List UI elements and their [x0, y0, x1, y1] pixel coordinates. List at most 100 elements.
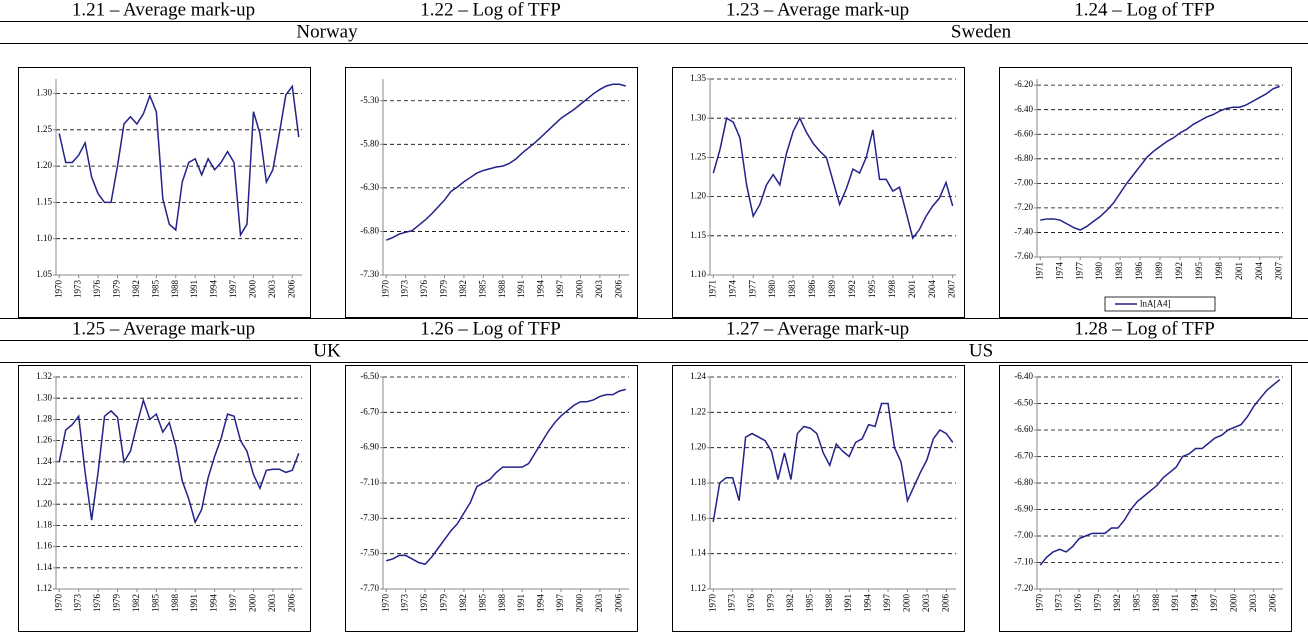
x-tick-label: 1985	[150, 594, 160, 613]
x-tick-label: 2003	[594, 594, 604, 613]
y-tick-label: -7.00	[1014, 530, 1033, 540]
y-tick-label: -7.50	[360, 548, 379, 558]
y-tick-label: -7.10	[1014, 557, 1033, 567]
x-tick-label: 1989	[827, 280, 837, 299]
x-tick-label: 1994	[863, 594, 873, 613]
x-tick-label: 1991	[516, 280, 526, 298]
y-tick-label: -6.70	[1014, 451, 1033, 461]
y-tick-label: 1.30	[36, 392, 52, 402]
y-tick-label: -6.60	[1014, 424, 1033, 434]
x-tick-label: 1988	[824, 594, 834, 613]
line-series	[712, 116, 954, 240]
x-tick-label: 1983	[787, 280, 797, 299]
y-tick-label: 1.16	[36, 541, 52, 551]
x-tick-label: 1973	[73, 280, 83, 299]
y-tick-label: 1.20	[690, 191, 706, 201]
x-tick-label: 1973	[73, 594, 83, 613]
y-tick-label: 1.26	[36, 435, 52, 445]
x-tick-label: 2006	[940, 594, 950, 613]
y-tick-label: 1.28	[36, 413, 52, 423]
x-tick-label: 1973	[727, 594, 737, 613]
y-tick-label: -6.40	[1014, 371, 1033, 381]
x-tick-label: 1994	[536, 594, 546, 613]
x-tick-label: 1982	[458, 280, 468, 298]
x-tick-label: 2006	[286, 594, 296, 613]
x-tick-label: 1988	[497, 594, 507, 613]
x-tick-label: 1991	[516, 594, 526, 612]
x-tick-label: 1976	[92, 594, 102, 613]
y-tick-label: -6.90	[1014, 504, 1033, 514]
x-tick-label: 1997	[882, 594, 892, 613]
y-tick-label: 1.30	[36, 88, 52, 98]
x-tick-label: 1997	[555, 280, 565, 299]
y-tick-label: -7.60	[1014, 251, 1033, 261]
x-tick-label: 1979	[439, 594, 449, 613]
panel-title: 1.27 – Average mark-up	[726, 318, 909, 339]
x-tick-label: 2007	[947, 280, 957, 299]
y-tick-label: 1.25	[36, 124, 52, 134]
x-tick-label: 2007	[1274, 262, 1284, 281]
line-series	[58, 397, 300, 525]
panel-title: 1.24 – Log of TFP	[1074, 0, 1215, 20]
y-tick-label: -6.30	[360, 182, 379, 192]
x-tick-label: 1991	[189, 594, 199, 612]
x-tick-label: 1970	[53, 280, 63, 299]
x-tick-label: 1979	[1093, 594, 1103, 613]
legend-label: lnA[A4]	[1140, 299, 1171, 309]
country: US	[969, 340, 993, 361]
y-tick-label: 1.05	[36, 269, 52, 279]
x-tick-label: 1971	[1034, 262, 1044, 280]
x-tick-label: 1980	[767, 280, 777, 299]
y-tick-label: -7.40	[1014, 227, 1033, 237]
x-tick-label: 1994	[209, 280, 219, 299]
x-tick-label: 1979	[112, 280, 122, 299]
y-tick-label: 1.18	[36, 519, 52, 529]
x-tick-label: 1988	[170, 280, 180, 299]
panel-title: 1.21 – Average mark-up	[72, 0, 255, 20]
x-tick-label: 1997	[1209, 594, 1219, 613]
x-tick-label: 1983	[1114, 262, 1124, 281]
y-tick-label: -6.80	[1014, 477, 1033, 487]
chart-frame	[345, 365, 638, 632]
x-tick-label: 2000	[575, 594, 585, 613]
x-tick-label: 1998	[887, 280, 897, 299]
line-series	[1040, 85, 1280, 231]
y-tick-label: -5.80	[360, 138, 379, 148]
y-tick-label: -6.20	[1014, 79, 1033, 89]
y-tick-label: 1.20	[36, 160, 52, 170]
x-tick-label: 1992	[1174, 262, 1184, 280]
y-tick-label: 1.22	[690, 406, 706, 416]
y-tick-label: 1.24	[36, 456, 52, 466]
panel-title: 1.22 – Log of TFP	[420, 0, 561, 20]
y-tick-label: -5.30	[360, 95, 379, 105]
y-tick-label: -7.30	[360, 512, 379, 522]
x-tick-label: 1985	[477, 280, 487, 299]
x-tick-label: 2004	[927, 280, 937, 299]
x-tick-label: 1970	[1034, 594, 1044, 613]
panel-title: 1.23 – Average mark-up	[726, 0, 909, 20]
x-tick-label: 1973	[400, 594, 410, 613]
line-series	[712, 402, 954, 522]
x-tick-label: 2000	[1229, 594, 1239, 613]
x-tick-label: 1994	[209, 594, 219, 613]
x-tick-label: 2003	[267, 280, 277, 299]
y-tick-label: -6.90	[360, 442, 379, 452]
x-tick-label: 1976	[419, 280, 429, 299]
x-tick-label: 1997	[228, 594, 238, 613]
x-tick-label: 1988	[497, 280, 507, 299]
x-tick-label: 2001	[1234, 262, 1244, 280]
x-tick-label: 2003	[267, 594, 277, 613]
x-tick-label: 1973	[1054, 594, 1064, 613]
x-tick-label: 1971	[707, 280, 717, 298]
x-tick-label: 1988	[1151, 594, 1161, 613]
x-tick-label: 1985	[150, 280, 160, 299]
y-tick-label: 1.25	[690, 151, 706, 161]
panel-title: 1.25 – Average mark-up	[72, 318, 255, 339]
x-tick-label: 2003	[1248, 594, 1258, 613]
y-tick-label: -6.50	[1014, 398, 1033, 408]
y-tick-label: 1.12	[36, 583, 52, 593]
x-tick-label: 1994	[536, 280, 546, 299]
x-tick-label: 1976	[419, 594, 429, 613]
x-tick-label: 1977	[1074, 262, 1084, 281]
